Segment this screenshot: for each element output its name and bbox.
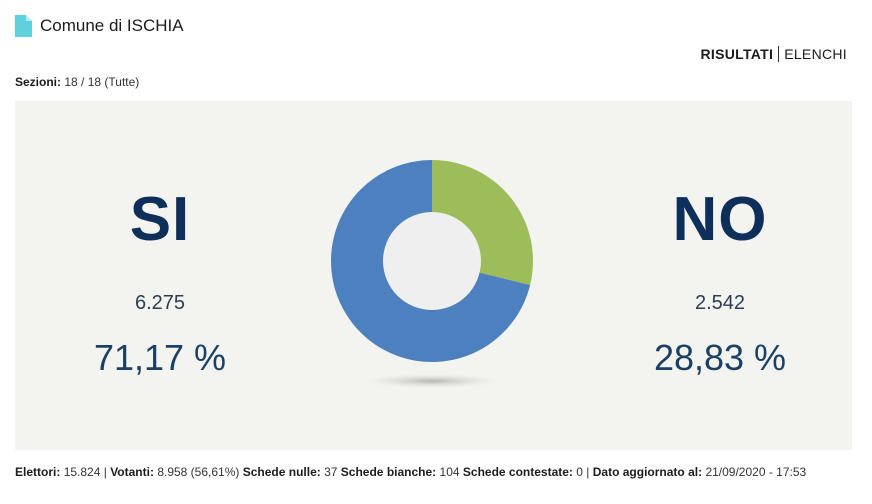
aggiornato-label: Dato aggiornato al: — [592, 465, 703, 479]
tab-elenchi[interactable]: ELENCHI — [784, 46, 847, 62]
results-donut-chart — [331, 160, 533, 388]
no-percent: 28,83 % — [653, 337, 787, 378]
elettori-label: Elettori: — [15, 465, 61, 479]
si-votes: 6.275 — [134, 292, 186, 314]
footer-stats: Elettori: 15.824 | Votanti: 8.958 (56,61… — [15, 463, 845, 482]
view-tabs: RISULTATI ELENCHI — [701, 46, 847, 62]
contestate-value: 0 | — [576, 465, 590, 479]
page-title: Comune di ISCHIA — [40, 16, 184, 35]
votanti-label: Votanti: — [110, 465, 154, 479]
tab-risultati[interactable]: RISULTATI — [701, 46, 780, 62]
no-votes: 2.542 — [694, 292, 746, 314]
page-header: Comune di ISCHIA — [15, 15, 184, 37]
chart-shadow — [364, 374, 500, 388]
sezioni-label: Sezioni: — [15, 75, 62, 89]
no-label: NO — [672, 185, 768, 254]
nulle-value: 37 — [324, 465, 338, 479]
sezioni-value: 18 / 18 (Tutte) — [64, 75, 140, 89]
donut-hole — [383, 212, 481, 310]
bianche-label: Schede bianche: — [340, 465, 437, 479]
elettori-value: 15.824 | — [63, 465, 107, 479]
contestate-label: Schede contestate: — [462, 465, 573, 479]
nulle-label: Schede nulle: — [242, 465, 321, 479]
aggiornato-value: 21/09/2020 - 17:53 — [705, 465, 807, 479]
bianche-value: 104 — [439, 465, 460, 479]
document-icon — [15, 15, 32, 37]
votanti-value: 8.958 (56,61%) — [157, 465, 240, 479]
sezioni-info: Sezioni: 18 / 18 (Tutte) — [15, 75, 139, 89]
results-panel: SI 6.275 71,17 % NO 2.542 28,83 % — [15, 101, 852, 450]
si-percent: 71,17 % — [93, 337, 227, 378]
si-label: SI — [129, 185, 191, 254]
